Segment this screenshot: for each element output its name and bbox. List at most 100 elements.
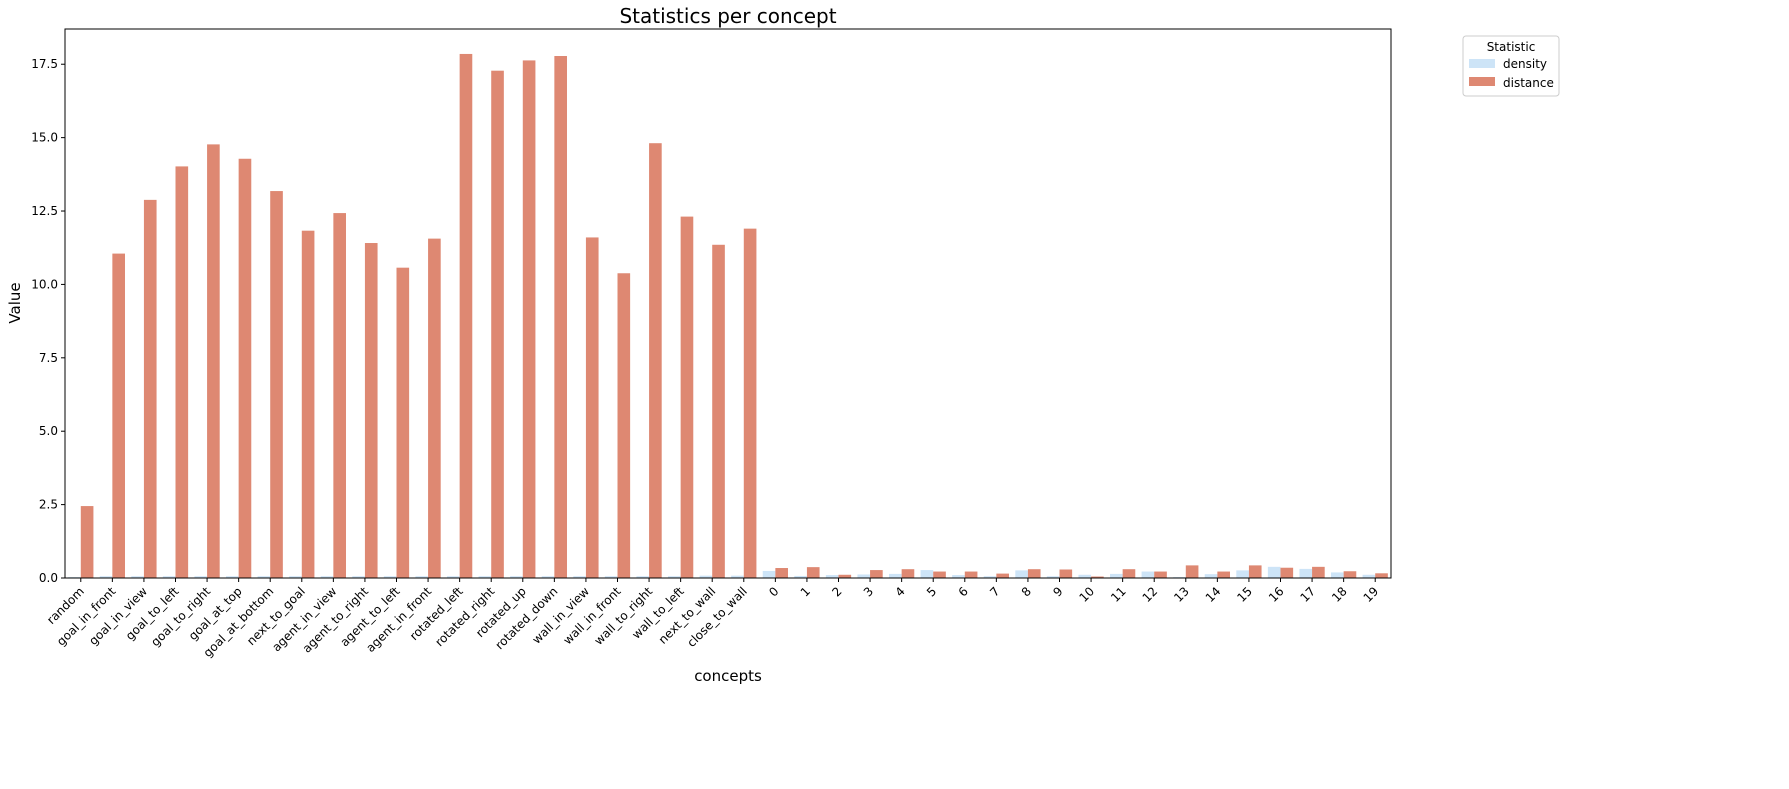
bar-density-goal_in_front (99, 576, 113, 578)
bar-density-5 (920, 570, 934, 578)
bar-density-16 (1267, 566, 1281, 578)
bar-density-14 (1204, 574, 1218, 578)
bar-density-rotated_down (541, 576, 555, 578)
bar-distance-agent_in_view (333, 213, 346, 578)
bar-distance-5 (933, 571, 946, 578)
bar-distance-2 (838, 574, 852, 578)
bar-density-next_to_wall (699, 575, 713, 578)
y-tick-label: 0.0 (39, 571, 58, 585)
bar-density-rotated_left (447, 576, 460, 578)
bar-distance-random (80, 506, 94, 578)
legend-swatch-density[interactable] (1469, 59, 1495, 68)
bar-density-agent_to_left (383, 576, 397, 578)
y-tick-label: 2.5 (39, 498, 58, 512)
bar-distance-10 (1091, 576, 1104, 578)
bar-distance-next_to_goal (301, 230, 315, 578)
bar-density-goal_in_view (131, 576, 144, 578)
bar-distance-18 (1343, 571, 1357, 578)
bar-density-1 (794, 575, 807, 578)
legend-swatch-distance[interactable] (1469, 77, 1495, 86)
x-axis-label: concepts (694, 667, 762, 685)
chart-title: Statistics per concept (619, 4, 836, 28)
bar-distance-8 (1027, 569, 1041, 578)
bar-distance-agent_to_left (396, 267, 410, 578)
bar-density-17 (1299, 568, 1313, 578)
bar-distance-agent_in_front (428, 238, 441, 578)
bar-density-goal_at_bottom (257, 576, 271, 578)
bar-distance-19 (1375, 573, 1388, 578)
bar-density-2 (825, 575, 839, 578)
bar-distance-goal_at_bottom (270, 191, 283, 578)
bar-density-7 (983, 576, 997, 578)
y-tick-label: 5.0 (39, 424, 58, 438)
bar-distance-6 (964, 571, 978, 578)
bar-density-wall_in_front (604, 576, 618, 578)
bar-density-0 (762, 570, 776, 578)
bar-distance-agent_to_right (364, 243, 378, 578)
bar-distance-wall_to_right (649, 143, 662, 578)
y-axis-label: Value (6, 282, 24, 323)
bar-density-10 (1078, 574, 1092, 578)
bar-distance-close_to_wall (743, 228, 757, 578)
bar-distance-rotated_left (459, 53, 473, 578)
bar-distance-goal_at_top (238, 158, 252, 578)
legend: Statistic density distance (1462, 35, 1560, 97)
bar-distance-4 (901, 569, 915, 578)
bar-distance-15 (1248, 565, 1262, 578)
bar-density-agent_to_right (352, 576, 365, 578)
bar-distance-rotated_right (491, 70, 504, 578)
bar-density-rotated_right (478, 576, 492, 578)
bar-distance-16 (1280, 567, 1294, 578)
bars-group (68, 53, 1388, 579)
y-tick-label: 7.5 (39, 351, 58, 365)
bar-density-15 (1236, 570, 1249, 578)
bar-distance-12 (1154, 571, 1167, 578)
bar-density-9 (1046, 576, 1060, 578)
bar-density-wall_in_view (573, 576, 586, 578)
bar-density-19 (1362, 574, 1376, 578)
bar-distance-next_to_wall (712, 244, 725, 578)
bar-distance-rotated_down (554, 56, 567, 578)
legend-label-density: density (1503, 57, 1547, 71)
bar-density-12 (1141, 571, 1155, 578)
bar-distance-9 (1059, 569, 1073, 578)
bar-distance-3 (870, 570, 883, 578)
bar-density-4 (889, 573, 902, 578)
bar-density-agent_in_view (320, 576, 334, 578)
bar-density-wall_to_left (668, 576, 681, 578)
bar-distance-7 (996, 573, 1009, 578)
y-axis: 0.0 2.5 5.0 7.5 10.0 12.5 15.0 17.5 (31, 57, 65, 585)
y-tick-label: 15.0 (31, 131, 58, 145)
bar-density-next_to_goal (289, 576, 302, 578)
bar-distance-goal_to_right (207, 144, 220, 578)
bar-density-3 (857, 574, 871, 578)
bar-distance-0 (775, 568, 788, 578)
bar-distance-goal_in_front (112, 253, 125, 578)
y-tick-label: 12.5 (31, 204, 58, 218)
bar-distance-rotated_up (522, 60, 536, 579)
bar-density-wall_to_right (636, 576, 650, 578)
bar-density-8 (1015, 570, 1028, 578)
bar-density-agent_in_front (415, 576, 429, 578)
bar-distance-17 (1312, 566, 1325, 578)
bar-distance-14 (1217, 571, 1230, 578)
legend-title: Statistic (1487, 40, 1536, 54)
y-tick-label: 17.5 (31, 57, 58, 71)
bar-density-18 (1331, 572, 1344, 578)
bar-density-6 (952, 575, 965, 578)
plot-frame (64, 28, 1392, 579)
bar-distance-wall_to_left (680, 216, 694, 578)
bar-distance-1 (806, 567, 820, 578)
y-tick-label: 10.0 (31, 277, 58, 291)
bar-density-close_to_wall (731, 575, 744, 578)
bar-density-11 (1110, 573, 1123, 578)
bar-density-rotated_up (510, 576, 523, 578)
bar-density-goal_to_left (162, 576, 176, 578)
bar-distance-goal_in_view (143, 199, 157, 578)
legend-label-distance: distance (1503, 76, 1554, 90)
bar-distance-wall_in_view (585, 237, 599, 578)
bar-density-goal_to_right (194, 576, 208, 578)
bar-distance-13 (1185, 565, 1199, 578)
bar-distance-11 (1122, 569, 1136, 578)
